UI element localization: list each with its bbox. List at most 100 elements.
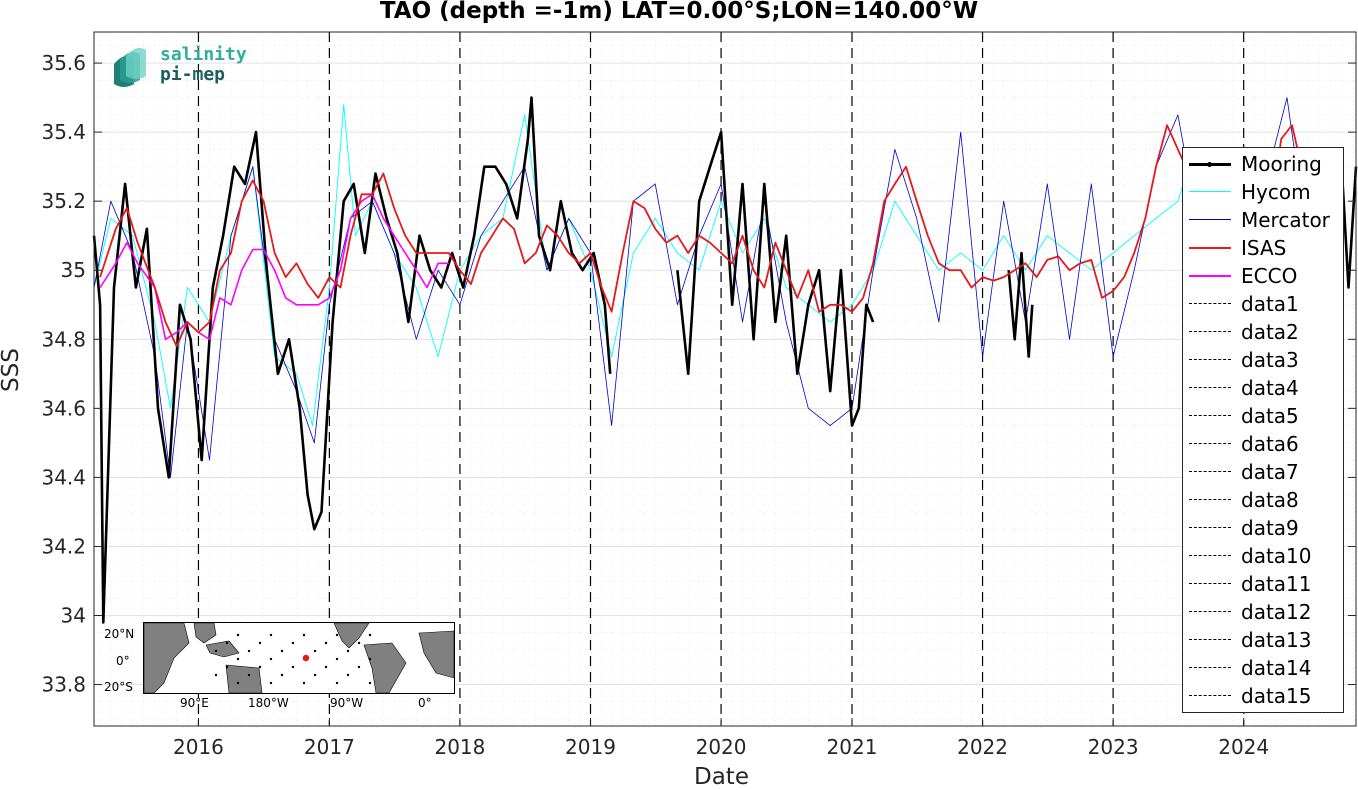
legend-item: data12	[1183, 598, 1343, 626]
legend-swatch	[1189, 162, 1231, 167]
x-tick-label: 2023	[1088, 735, 1139, 759]
legend-label: data3	[1241, 348, 1299, 372]
legend-item: Mercator	[1183, 206, 1343, 234]
x-axis-label: Date	[694, 764, 749, 790]
inset-mooring-dot	[258, 641, 262, 645]
inset-map	[143, 622, 455, 694]
legend-label: data10	[1241, 544, 1312, 568]
legend-item: data10	[1183, 542, 1343, 570]
inset-mooring-dot	[368, 657, 372, 661]
legend-label: data9	[1241, 516, 1299, 540]
legend-item: data9	[1183, 514, 1343, 542]
inset-mooring-dot	[335, 657, 339, 661]
inset-mooring-dot	[269, 633, 273, 637]
y-axis-label: SSS	[0, 348, 24, 392]
legend-label: data8	[1241, 488, 1299, 512]
y-tick-label: 34.4	[41, 465, 86, 489]
inset-mooring-dot	[291, 641, 295, 645]
inset-mooring-dot	[225, 641, 229, 645]
inset-mooring-dot	[247, 673, 251, 677]
inset-mooring-dot	[302, 681, 306, 685]
x-tick-label: 2017	[304, 735, 355, 759]
legend-swatch	[1189, 415, 1231, 416]
inset-lon-label-90e: 90°E	[180, 696, 209, 710]
inset-mooring-dot	[236, 657, 240, 661]
x-tick-label: 2021	[827, 735, 878, 759]
legend-label: ISAS	[1241, 236, 1287, 260]
legend-label: Mercator	[1241, 208, 1330, 232]
legend-item: data2	[1183, 318, 1343, 346]
y-tick-label: 35.6	[41, 51, 86, 75]
legend-item: data11	[1183, 570, 1343, 598]
inset-mooring-dot	[291, 665, 295, 669]
inset-lat-label-south: 20°S	[104, 680, 133, 694]
inset-mooring-dot	[236, 681, 240, 685]
legend-label: data4	[1241, 376, 1299, 400]
legend-swatch	[1189, 191, 1231, 192]
x-tick-label: 2018	[434, 735, 485, 759]
y-tick-label: 34.6	[41, 396, 86, 420]
legend-label: data15	[1241, 684, 1312, 708]
inset-mooring-dot	[269, 681, 273, 685]
legend-item: ECCO	[1183, 262, 1343, 290]
inset-mooring-dot	[280, 673, 284, 677]
inset-mooring-dot	[225, 665, 229, 669]
inset-mooring-dot	[247, 649, 251, 653]
mooring-location-marker	[302, 654, 310, 662]
inset-lon-label-180w: 180°W	[248, 696, 289, 710]
inset-mooring-dot	[335, 633, 339, 637]
y-tick-label: 33.8	[41, 673, 86, 697]
inset-mooring-dot	[236, 633, 240, 637]
y-tick-label: 35	[61, 258, 86, 282]
inset-mooring-dot	[269, 657, 273, 661]
legend-swatch	[1189, 303, 1231, 304]
legend-item: data14	[1183, 654, 1343, 682]
legend-label: data11	[1241, 572, 1312, 596]
legend-label: data12	[1241, 600, 1312, 624]
axes-frame	[93, 31, 1357, 727]
legend-item: data8	[1183, 486, 1343, 514]
legend-label: data14	[1241, 656, 1312, 680]
x-tick-label: 2024	[1218, 735, 1269, 759]
legend-swatch	[1189, 527, 1231, 528]
inset-mooring-dot	[302, 633, 306, 637]
legend-label: ECCO	[1241, 264, 1298, 288]
inset-mooring-dot	[357, 641, 361, 645]
legend-item: Hycom	[1183, 178, 1343, 206]
inset-mooring-dot	[313, 649, 317, 653]
inset-mooring-dot	[214, 673, 218, 677]
legend-swatch	[1189, 667, 1231, 668]
y-tick-label: 34.8	[41, 327, 86, 351]
x-tick-label: 2019	[565, 735, 616, 759]
plot-area	[94, 32, 1356, 726]
legend-swatch	[1189, 555, 1231, 556]
inset-lat-label-north: 20°N	[104, 627, 135, 641]
y-tick-label: 35.4	[41, 120, 86, 144]
legend-swatch	[1189, 219, 1231, 220]
y-tick-label: 35.2	[41, 189, 86, 213]
inset-lon-label-0: 0°	[418, 696, 432, 710]
inset-mooring-dot	[368, 633, 372, 637]
series-line-isas	[99, 124, 1190, 348]
legend-swatch	[1189, 639, 1231, 640]
inset-mooring-dot	[324, 641, 328, 645]
legend-swatch	[1189, 247, 1231, 249]
series-line-mooring	[92, 96, 612, 624]
x-tick-label: 2022	[957, 735, 1008, 759]
legend-item: data6	[1183, 430, 1343, 458]
inset-mooring-dot	[258, 665, 262, 669]
legend-item: Mooring	[1183, 150, 1343, 178]
legend-swatch	[1189, 583, 1231, 584]
logo-text-line1: salinity	[160, 44, 247, 65]
legend-swatch	[1189, 611, 1231, 612]
y-tick-label: 34.2	[41, 534, 86, 558]
chart-legend: Mooring Hycom Mercator ISAS ECCO data1 data2 da…	[1182, 147, 1344, 713]
inset-mooring-dot	[357, 665, 361, 669]
legend-swatch	[1189, 331, 1231, 332]
y-tick-label: 34	[61, 604, 86, 628]
legend-item: data13	[1183, 626, 1343, 654]
inset-mooring-dot	[280, 649, 284, 653]
legend-label: Hycom	[1241, 180, 1311, 204]
legend-item: data3	[1183, 346, 1343, 374]
